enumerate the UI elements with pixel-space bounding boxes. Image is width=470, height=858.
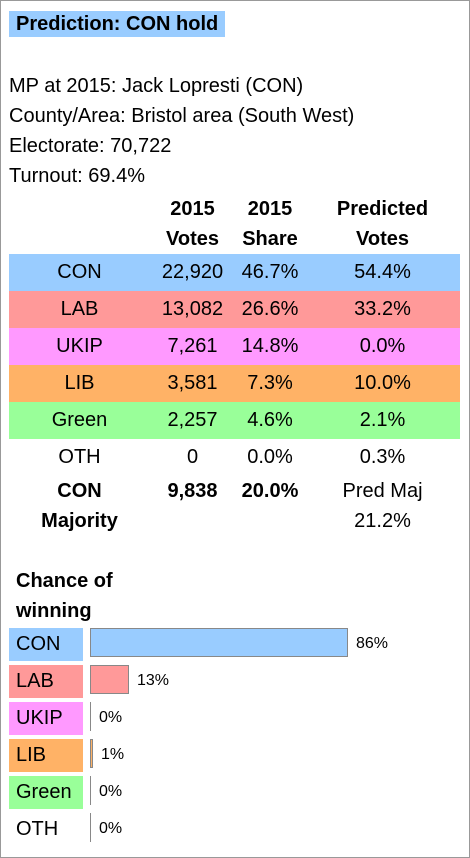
chance-party-label: LAB bbox=[9, 665, 83, 698]
votes-cell: 2,257 bbox=[167, 409, 218, 431]
chance-party-label: UKIP bbox=[9, 702, 83, 735]
majority-label: CON Majority bbox=[41, 480, 118, 532]
chance-party-label: CON bbox=[9, 628, 83, 661]
header-votes: 2015 Votes bbox=[166, 198, 219, 250]
chance-bar bbox=[90, 702, 91, 731]
chance-row: LAB 13% bbox=[9, 665, 459, 698]
chance-party-label: LIB bbox=[9, 739, 83, 772]
majority-share: 20.0% bbox=[241, 480, 299, 502]
share-cell: 46.7% bbox=[241, 261, 299, 283]
chance-percent-label: 13% bbox=[137, 672, 170, 689]
table-row: UKIP 7,261 14.8% 0.0% bbox=[9, 328, 460, 365]
table-row: OTH 0 0.0% 0.3% bbox=[9, 439, 460, 476]
votes-cell: 13,082 bbox=[161, 298, 224, 320]
chance-percent-label: 0% bbox=[99, 709, 123, 726]
mp-info: MP at 2015: Jack Lopresti (CON) bbox=[9, 75, 304, 97]
share-cell: 14.8% bbox=[241, 335, 299, 357]
votes-cell: 0 bbox=[186, 446, 199, 468]
predicted-cell: 54.4% bbox=[354, 261, 411, 283]
table-row: LIB 3,581 7.3% 10.0% bbox=[9, 365, 460, 402]
chance-title: Chance of winning bbox=[16, 570, 113, 622]
results-table: 2015 Votes 2015 Share Predicted Votes CON 22… bbox=[9, 194, 460, 536]
party-cell: UKIP bbox=[56, 335, 103, 357]
chance-bar bbox=[90, 776, 91, 805]
chance-percent-label: 1% bbox=[101, 746, 125, 763]
table-header: 2015 Votes 2015 Share Predicted Votes bbox=[9, 194, 460, 254]
share-cell: 0.0% bbox=[247, 446, 293, 468]
prediction-badge: Prediction: CON hold bbox=[9, 11, 226, 37]
header-predicted: Predicted Votes bbox=[336, 198, 429, 250]
share-cell: 26.6% bbox=[241, 298, 299, 320]
chance-percent-label: 86% bbox=[356, 635, 389, 652]
chance-row: UKIP 0% bbox=[9, 702, 459, 735]
party-cell: OTH bbox=[58, 446, 101, 468]
electorate-info: Electorate: 70,722 bbox=[9, 135, 172, 157]
majority-row: CON Majority 9,838 20.0% Pred Maj 21.2% bbox=[9, 476, 460, 536]
chance-row: LIB 1% bbox=[9, 739, 459, 772]
majority-votes: 9,838 bbox=[167, 480, 218, 502]
chance-bar bbox=[90, 739, 93, 768]
share-cell: 4.6% bbox=[247, 409, 293, 431]
turnout-info: Turnout: 69.4% bbox=[9, 165, 146, 187]
chance-percent-label: 0% bbox=[99, 820, 123, 837]
chance-row: Green 0% bbox=[9, 776, 459, 809]
predicted-cell: 0.0% bbox=[359, 335, 406, 357]
party-cell: CON bbox=[57, 261, 102, 283]
header-party bbox=[9, 194, 150, 254]
votes-cell: 7,261 bbox=[167, 335, 218, 357]
predicted-cell: 2.1% bbox=[359, 409, 406, 431]
party-cell: LIB bbox=[64, 372, 95, 394]
chance-row: OTH 0% bbox=[9, 813, 459, 846]
chance-party-label: OTH bbox=[9, 813, 83, 846]
predicted-cell: 0.3% bbox=[359, 446, 406, 468]
share-cell: 7.3% bbox=[247, 372, 293, 394]
votes-cell: 22,920 bbox=[161, 261, 224, 283]
chance-bar bbox=[90, 628, 348, 657]
party-cell: LAB bbox=[60, 298, 99, 320]
predicted-cell: 10.0% bbox=[354, 372, 411, 394]
chance-row: CON 86% bbox=[9, 628, 459, 661]
header-share: 2015 Share bbox=[242, 198, 298, 250]
table-row: Green 2,257 4.6% 2.1% bbox=[9, 402, 460, 439]
table-row: CON 22,920 46.7% 54.4% bbox=[9, 254, 460, 291]
predicted-majority: Pred Maj 21.2% bbox=[342, 480, 423, 532]
chance-percent-label: 0% bbox=[99, 783, 123, 800]
party-cell: Green bbox=[51, 409, 108, 431]
chance-bar bbox=[90, 665, 129, 694]
chance-party-label: Green bbox=[9, 776, 83, 809]
table-row: LAB 13,082 26.6% 33.2% bbox=[9, 291, 460, 328]
votes-cell: 3,581 bbox=[167, 372, 218, 394]
predicted-cell: 33.2% bbox=[354, 298, 411, 320]
area-info: County/Area: Bristol area (South West) bbox=[9, 105, 355, 127]
chance-bar bbox=[90, 813, 91, 842]
